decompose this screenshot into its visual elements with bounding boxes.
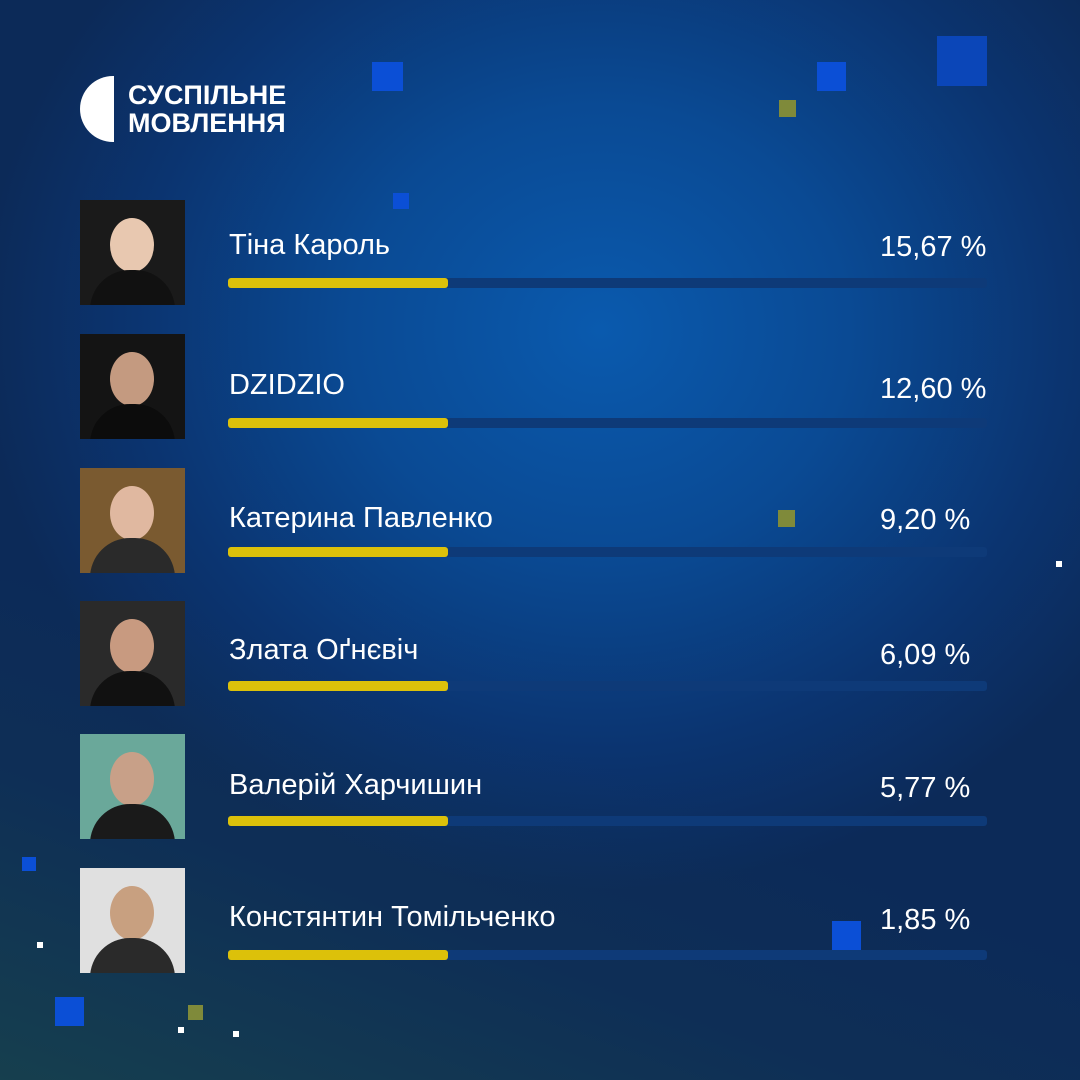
progress-bar-track xyxy=(228,418,987,428)
decor-square xyxy=(817,62,846,91)
logo-line-2: МОВЛЕННЯ xyxy=(128,108,286,138)
result-row: Тіна Кароль 15,67 % xyxy=(80,200,1000,305)
result-row: DZIDZIO 12,60 % xyxy=(80,334,1000,439)
vote-percent: 1,85 % xyxy=(880,904,971,936)
progress-bar-track xyxy=(228,547,987,557)
progress-bar-fill xyxy=(228,681,449,691)
portrait-photo xyxy=(80,468,185,573)
portrait-photo xyxy=(80,601,185,706)
vote-percent: 5,77 % xyxy=(880,772,971,804)
vote-percent: 12,60 % xyxy=(880,373,987,405)
result-row: Катерина Павленко 9,20 % xyxy=(80,468,1000,573)
decor-square xyxy=(832,921,861,950)
suspilne-logo: СУСПІЛЬНЕ МОВЛЕННЯ xyxy=(80,76,286,142)
progress-bar-fill xyxy=(228,816,449,826)
progress-bar-fill xyxy=(228,278,449,288)
candidate-name: Злата Оґнєвіч xyxy=(229,634,419,666)
result-row: Валерій Харчишин 5,77 % xyxy=(80,734,1000,839)
logo-half-moon-icon xyxy=(80,76,114,142)
decor-square xyxy=(393,193,409,209)
decor-square xyxy=(22,857,36,871)
progress-bar-track xyxy=(228,950,987,960)
portrait-photo xyxy=(80,734,185,839)
progress-bar-fill xyxy=(228,950,449,960)
result-row: Констянтин Томільченко 1,85 % xyxy=(80,868,1000,973)
candidate-name: Тіна Кароль xyxy=(229,229,391,261)
progress-bar-fill xyxy=(228,418,449,428)
progress-bar-track xyxy=(228,278,987,288)
portrait-photo xyxy=(80,200,185,305)
decor-square xyxy=(188,1005,203,1020)
candidate-name: Констянтин Томільченко xyxy=(229,901,556,933)
vote-percent: 6,09 % xyxy=(880,639,971,671)
decor-square xyxy=(55,997,84,1026)
logo-line-1: СУСПІЛЬНЕ xyxy=(128,80,287,110)
decor-square xyxy=(937,36,987,86)
decor-square xyxy=(233,1031,239,1037)
decor-square xyxy=(178,1027,184,1033)
vote-percent: 15,67 % xyxy=(880,231,987,263)
vote-percent: 9,20 % xyxy=(880,504,971,536)
candidate-name: Валерій Харчишин xyxy=(229,769,483,801)
candidate-name: Катерина Павленко xyxy=(229,502,493,534)
decor-square xyxy=(37,942,43,948)
progress-bar-fill xyxy=(228,547,449,557)
candidate-name: DZIDZIO xyxy=(229,369,345,401)
result-row: Злата Оґнєвіч 6,09 % xyxy=(80,601,1000,706)
progress-bar-track xyxy=(228,816,987,826)
decor-square xyxy=(1056,561,1062,567)
portrait-photo xyxy=(80,334,185,439)
decor-square xyxy=(372,62,403,91)
decor-square xyxy=(778,510,795,527)
portrait-photo xyxy=(80,868,185,973)
progress-bar-track xyxy=(228,681,987,691)
decor-square xyxy=(779,100,796,117)
